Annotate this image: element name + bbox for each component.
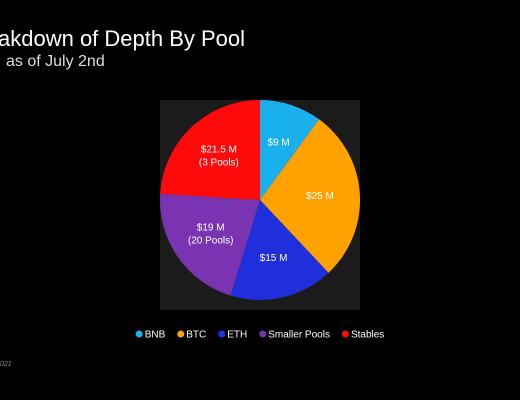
pie-slice [160, 100, 260, 200]
legend-swatch [177, 330, 185, 338]
legend-label: ETH [227, 330, 247, 341]
chart-title: akdown of Depth By Pool [0, 26, 245, 51]
slice-label: $25 M [306, 191, 334, 202]
pie-slice [260, 119, 360, 273]
slice-label: $19 M [197, 222, 225, 233]
pie-slice [230, 200, 329, 300]
slice-label: $21.5 M [201, 144, 237, 155]
pie-slice [160, 193, 260, 296]
legend-swatch [259, 330, 267, 338]
pie-slice [260, 100, 320, 200]
legend-swatch [341, 330, 349, 338]
chart-subtitle: as of July 2nd [6, 53, 105, 70]
slice-label: (20 Pools) [188, 235, 234, 246]
legend-label: Stables [351, 330, 384, 341]
legend-swatch [218, 330, 226, 338]
legend-label: BTC [186, 330, 206, 341]
legend-label: BNB [145, 330, 166, 341]
slice-label: $15 M [260, 253, 288, 264]
slice-label: $9 M [268, 138, 290, 149]
slice-label: (3 Pools) [199, 157, 239, 168]
legend-swatch [135, 330, 143, 338]
legend-label: Smaller Pools [268, 330, 330, 341]
footnote: 021 [0, 361, 12, 368]
